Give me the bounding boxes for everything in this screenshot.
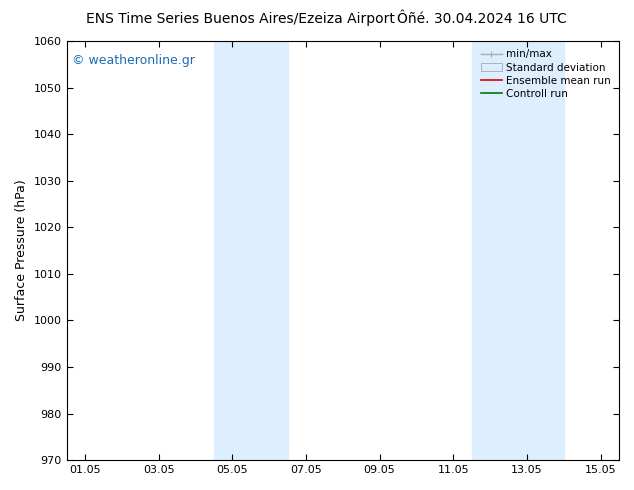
Text: ENS Time Series Buenos Aires/Ezeiza Airport: ENS Time Series Buenos Aires/Ezeiza Airp… [86, 12, 396, 26]
Legend: min/max, Standard deviation, Ensemble mean run, Controll run: min/max, Standard deviation, Ensemble me… [478, 46, 614, 102]
Text: © weatheronline.gr: © weatheronline.gr [72, 53, 195, 67]
Bar [472, 41, 564, 460]
Text: Ôñé. 30.04.2024 16 UTC: Ôñé. 30.04.2024 16 UTC [397, 12, 567, 26]
Bar [214, 41, 288, 460]
Y-axis label: Surface Pressure (hPa): Surface Pressure (hPa) [15, 180, 28, 321]
